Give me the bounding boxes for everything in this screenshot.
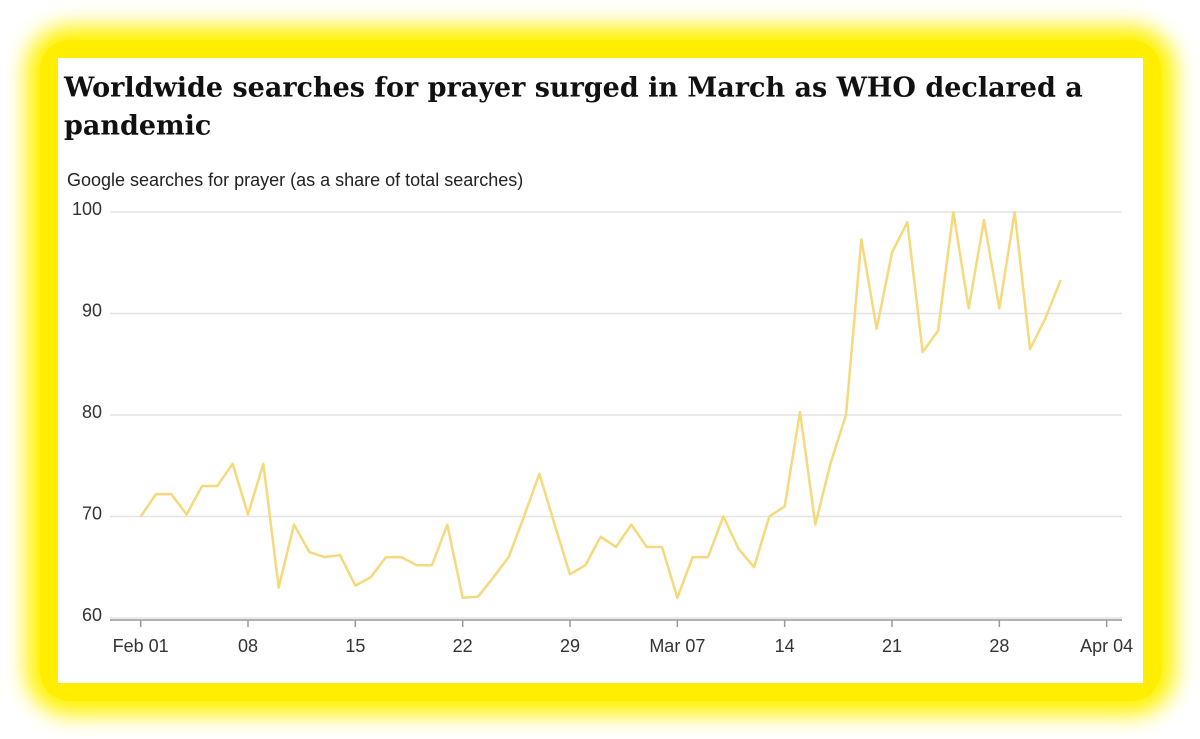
- chart-panel: [58, 58, 1143, 683]
- chart-subtitle: Google searches for prayer (as a share o…: [67, 170, 523, 190]
- x-tick-label: 21: [882, 636, 902, 656]
- x-tick-label: 08: [238, 636, 258, 656]
- x-tick-label: Mar 07: [649, 636, 705, 656]
- x-tick-label: 15: [345, 636, 365, 656]
- x-tick-label: Feb 01: [113, 636, 169, 656]
- data-line: [139, 210, 1062, 599]
- y-tick-label: 70: [82, 503, 102, 523]
- x-tick-label: 28: [989, 636, 1009, 656]
- chart-title: Worldwide searches for prayer surged in …: [63, 73, 1083, 104]
- y-tick-label: 60: [82, 605, 102, 625]
- y-tick-label: 100: [72, 199, 102, 219]
- chart-title: pandemic: [64, 111, 211, 142]
- x-tick-label: 29: [560, 636, 580, 656]
- y-tick-label: 90: [82, 300, 102, 320]
- x-tick-label: Apr 04: [1080, 636, 1133, 656]
- x-tick-label: 14: [775, 636, 795, 656]
- y-tick-label: 80: [82, 402, 102, 422]
- x-tick-label: 22: [453, 636, 473, 656]
